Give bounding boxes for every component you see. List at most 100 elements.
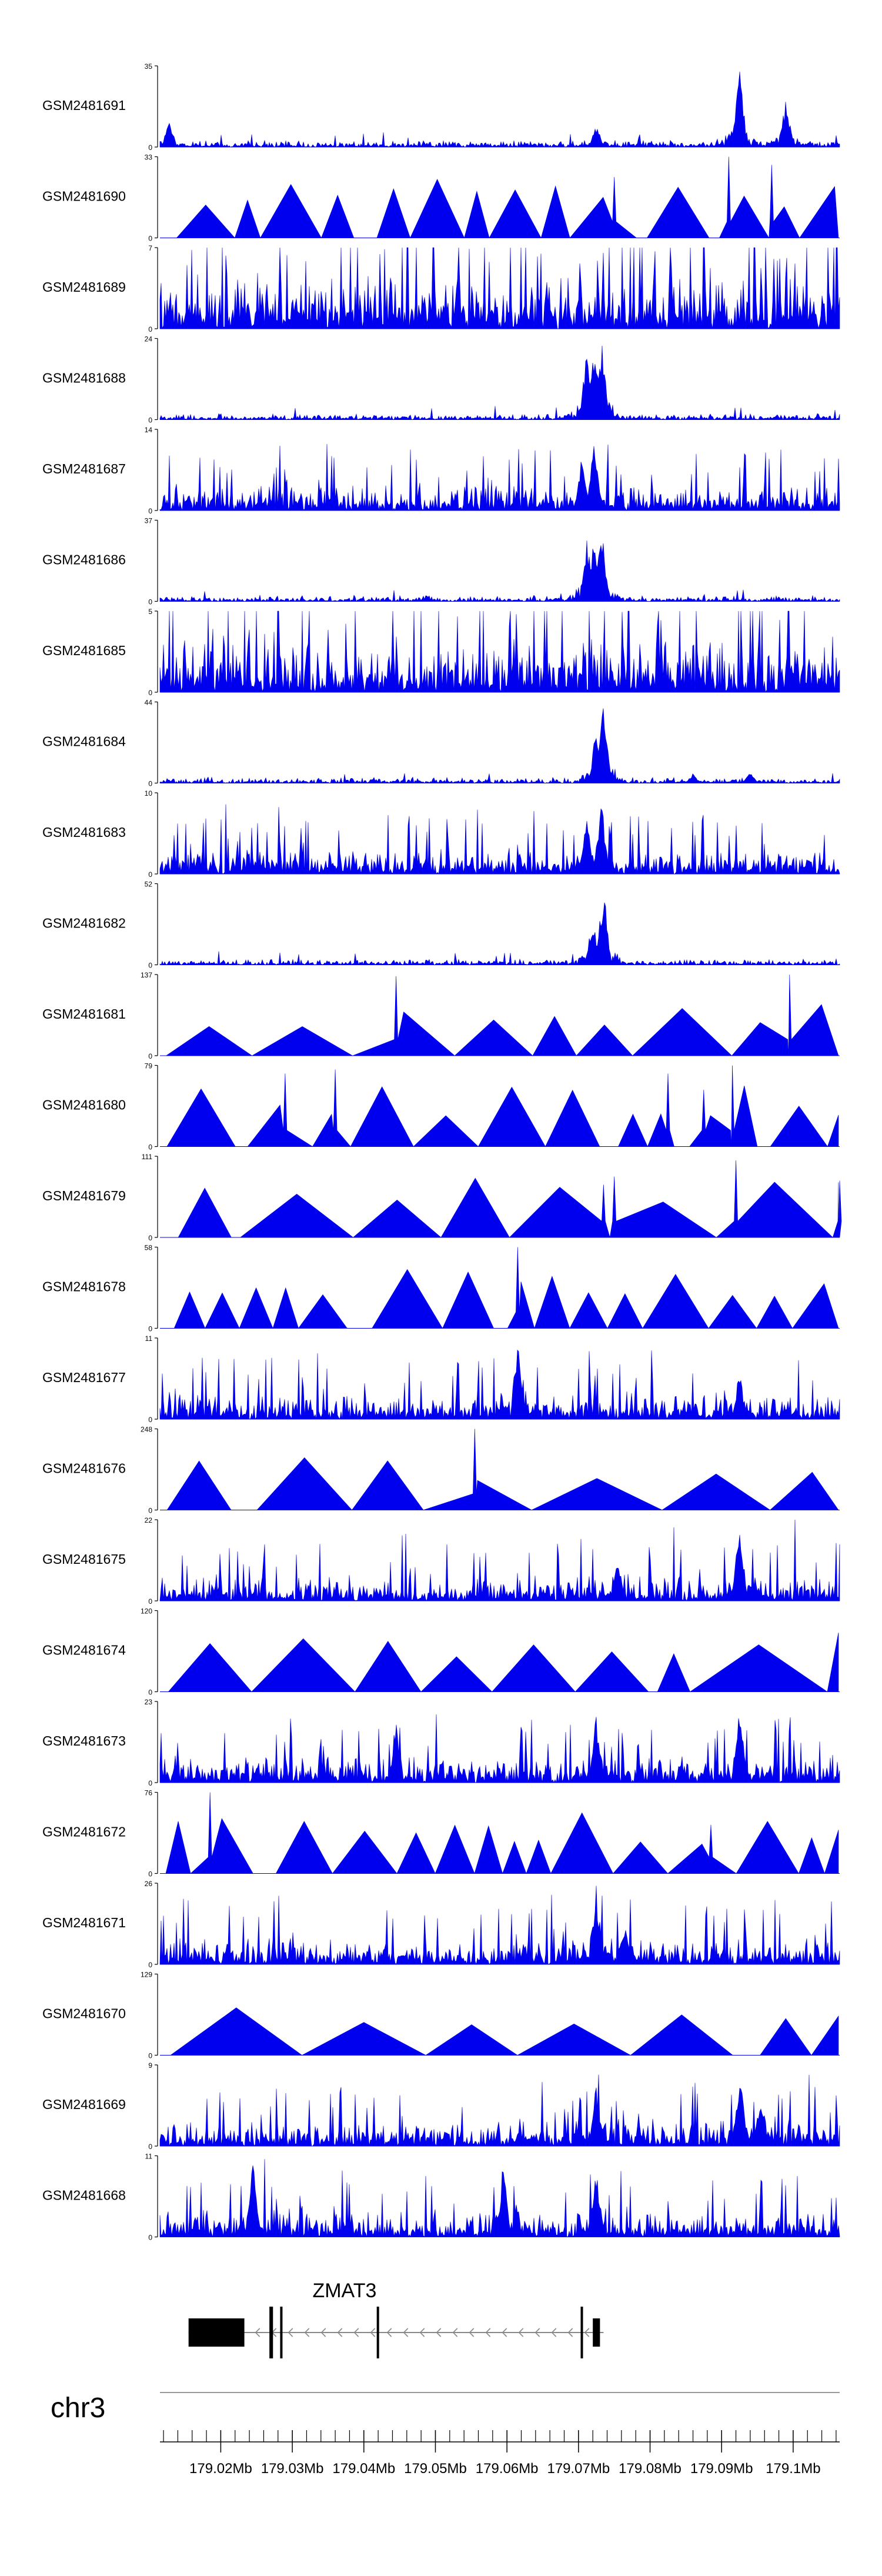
y-min-label: 0 bbox=[148, 416, 152, 425]
strand-arrow bbox=[502, 2328, 507, 2337]
strand-arrow bbox=[403, 2328, 409, 2337]
strand-arrow bbox=[255, 2328, 260, 2337]
track-gsm2481690: GSM2481690 33 0 bbox=[42, 154, 840, 243]
y-max-label: 26 bbox=[145, 1880, 153, 1888]
track-label: GSM2481681 bbox=[42, 1006, 126, 1022]
signal-area bbox=[160, 156, 840, 239]
signal-area bbox=[159, 247, 840, 329]
strand-arrow bbox=[584, 2328, 590, 2337]
signal-area bbox=[159, 1349, 840, 1420]
signal-area bbox=[159, 71, 840, 148]
track-gsm2481683: GSM2481683 10 0 bbox=[42, 789, 840, 879]
signal-area bbox=[159, 2159, 840, 2238]
y-max-label: 11 bbox=[145, 1334, 153, 1343]
track-label: GSM2481682 bbox=[42, 916, 126, 931]
track-gsm2481678: GSM2481678 58 0 bbox=[42, 1244, 840, 1333]
signal-area bbox=[160, 1429, 840, 1510]
track-gsm2481679: GSM2481679 111 0 bbox=[42, 1153, 842, 1242]
y-min-label: 0 bbox=[148, 870, 152, 879]
strand-arrow bbox=[353, 2328, 359, 2337]
track-label: GSM2481669 bbox=[42, 2097, 126, 2112]
y-min-label: 0 bbox=[148, 1961, 152, 1969]
track-label: GSM2481687 bbox=[42, 461, 126, 476]
strand-arrow bbox=[452, 2328, 458, 2337]
tick-label: 179.03Mb bbox=[261, 2461, 324, 2477]
y-min-label: 0 bbox=[148, 1779, 152, 1787]
y-max-label: 24 bbox=[145, 335, 153, 343]
track-gsm2481689: GSM2481689 7 0 bbox=[42, 244, 840, 333]
track-label: GSM2481670 bbox=[42, 2006, 126, 2021]
y-min-label: 0 bbox=[148, 689, 152, 697]
gene-label: ZMAT3 bbox=[312, 2280, 376, 2302]
track-gsm2481670: GSM2481670 129 0 bbox=[42, 1971, 840, 2060]
strand-arrow bbox=[436, 2328, 442, 2337]
y-min-label: 0 bbox=[148, 325, 152, 333]
exon bbox=[593, 2318, 600, 2347]
y-min-label: 0 bbox=[148, 2234, 152, 2242]
strand-arrow bbox=[518, 2328, 524, 2337]
track-label: GSM2481685 bbox=[42, 643, 126, 658]
track-label: GSM2481679 bbox=[42, 1188, 126, 1203]
signal-area bbox=[159, 540, 840, 602]
signal-area bbox=[160, 1065, 840, 1147]
signal-area bbox=[159, 345, 840, 421]
signal-area bbox=[160, 1160, 842, 1238]
y-max-label: 9 bbox=[148, 2061, 152, 2070]
y-max-label: 23 bbox=[145, 1698, 153, 1706]
strand-arrow bbox=[288, 2328, 293, 2337]
track-label: GSM2481688 bbox=[42, 371, 126, 386]
y-min-label: 0 bbox=[148, 507, 152, 515]
signal-area bbox=[159, 610, 840, 693]
track-label: GSM2481691 bbox=[42, 98, 126, 113]
tick-label: 179.07Mb bbox=[547, 2461, 610, 2477]
y-max-label: 35 bbox=[145, 62, 153, 71]
signal-area bbox=[159, 443, 840, 511]
strand-arrow bbox=[469, 2328, 475, 2337]
signal-area bbox=[160, 1792, 840, 1874]
y-max-label: 37 bbox=[145, 517, 153, 525]
y-max-label: 14 bbox=[145, 426, 153, 434]
y-max-label: 7 bbox=[148, 244, 152, 252]
strand-arrow bbox=[567, 2328, 573, 2337]
signal-area bbox=[160, 974, 840, 1056]
y-max-label: 5 bbox=[148, 608, 152, 616]
signal-area bbox=[159, 1886, 840, 1966]
tick-label: 179.1Mb bbox=[766, 2461, 820, 2477]
signal-area bbox=[159, 804, 840, 875]
y-max-label: 111 bbox=[142, 1153, 153, 1161]
strand-arrow bbox=[304, 2328, 310, 2337]
y-min-label: 0 bbox=[148, 1416, 152, 1424]
y-min-label: 0 bbox=[148, 2052, 152, 2060]
y-min-label: 0 bbox=[148, 1143, 152, 1152]
signal-area bbox=[159, 902, 840, 966]
strand-arrow bbox=[485, 2328, 491, 2337]
y-max-label: 137 bbox=[141, 971, 152, 979]
y-max-label: 10 bbox=[145, 789, 153, 798]
signal-area bbox=[160, 1632, 840, 1693]
y-max-label: 120 bbox=[141, 1607, 152, 1616]
y-max-label: 58 bbox=[145, 1244, 153, 1252]
track-label: GSM2481676 bbox=[42, 1461, 126, 1476]
genomic-axis: chr3 179.02Mb 179.03Mb 179.04Mb 179.05Mb 179… bbox=[51, 2392, 840, 2477]
gene-track: ZMAT3 bbox=[188, 2280, 604, 2358]
track-gsm2481669: GSM2481669 9 0 bbox=[42, 2061, 840, 2151]
y-max-label: 79 bbox=[145, 1062, 153, 1070]
track-label: GSM2481673 bbox=[42, 1733, 126, 1749]
exon bbox=[280, 2307, 283, 2358]
tick-label: 179.06Mb bbox=[476, 2461, 539, 2477]
exon bbox=[269, 2307, 273, 2358]
y-max-label: 33 bbox=[145, 154, 153, 162]
y-min-label: 0 bbox=[148, 1870, 152, 1878]
y-max-label: 248 bbox=[141, 1426, 152, 1434]
track-gsm2481688: GSM2481688 24 0 bbox=[42, 335, 840, 425]
track-gsm2481680: GSM2481680 79 0 bbox=[42, 1062, 840, 1152]
y-min-label: 0 bbox=[148, 235, 152, 243]
strand-arrow bbox=[551, 2328, 557, 2337]
y-min-label: 0 bbox=[148, 1234, 152, 1242]
track-gsm2481687: GSM2481687 14 0 bbox=[42, 426, 840, 515]
strand-arrow bbox=[419, 2328, 425, 2337]
track-gsm2481681: GSM2481681 137 0 bbox=[42, 971, 840, 1060]
track-label: GSM2481690 bbox=[42, 189, 126, 204]
y-min-label: 0 bbox=[148, 598, 152, 606]
chromosome-label: chr3 bbox=[51, 2393, 105, 2424]
